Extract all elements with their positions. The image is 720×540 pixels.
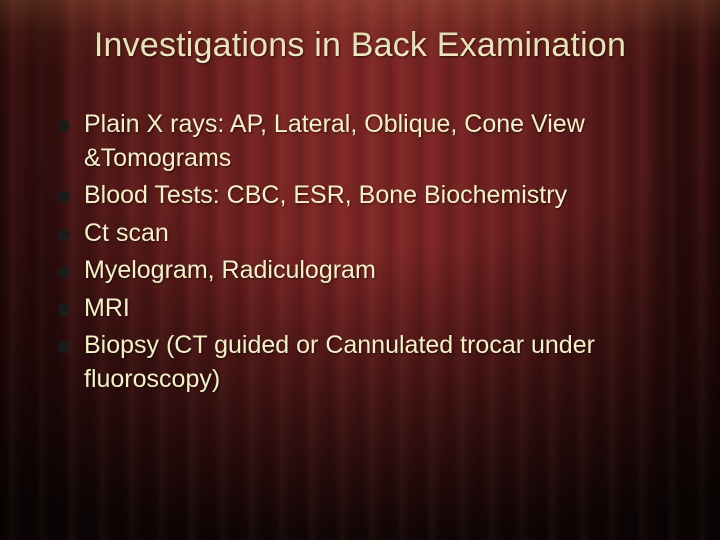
- list-item: Biopsy (CT guided or Cannulated trocar u…: [56, 329, 680, 396]
- list-item: Myelogram, Radiculogram: [56, 254, 680, 288]
- list-item: Ct scan: [56, 217, 680, 251]
- list-item: MRI: [56, 292, 680, 326]
- list-item: Blood Tests: CBC, ESR, Bone Biochemistry: [56, 179, 680, 213]
- slide-body: Plain X rays: AP, Lateral, Oblique, Cone…: [56, 108, 680, 400]
- slide-title: Investigations in Back Examination: [0, 26, 720, 65]
- slide: Investigations in Back Examination Plain…: [0, 0, 720, 540]
- list-item: Plain X rays: AP, Lateral, Oblique, Cone…: [56, 108, 680, 175]
- bullet-list: Plain X rays: AP, Lateral, Oblique, Cone…: [56, 108, 680, 396]
